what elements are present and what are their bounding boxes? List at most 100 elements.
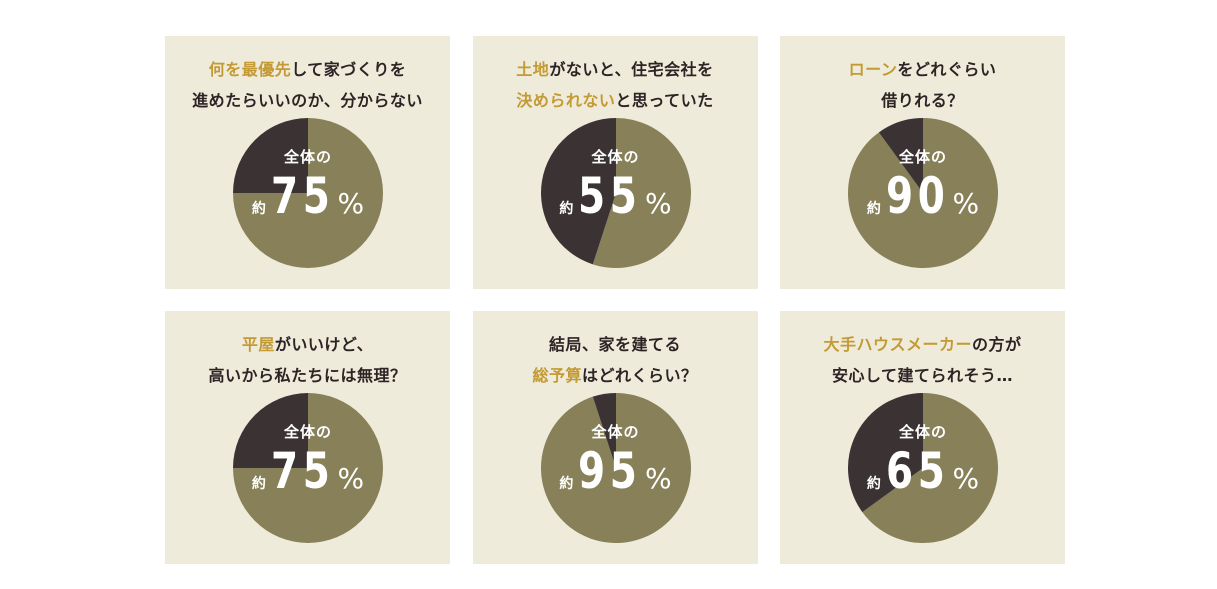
pie-label: 全体の約 75% <box>233 393 383 543</box>
pie-slice-other <box>233 118 308 193</box>
question-highlight: 総予算 <box>532 366 582 385</box>
survey-grid: 何を最優先して家づくりを 進めたらいいのか、分からない 全体の約 75% 土地がないと、… <box>165 36 1065 564</box>
label-value-row: 約 75% <box>233 441 383 501</box>
percent-sign: % <box>952 187 980 220</box>
percentage-value: 55 <box>578 167 643 225</box>
question-line: ローンをどれぐらい <box>780 54 1065 85</box>
question-line: 高いから私たちには無理？ <box>165 360 450 391</box>
pie-chart: 全体の約 75% <box>233 393 383 543</box>
question-highlight: 決められない <box>516 91 616 110</box>
percent-sign: % <box>952 462 980 495</box>
survey-question: 土地がないと、住宅会社を 決められないと思っていた <box>473 54 758 116</box>
survey-card: 平屋がいいけど、 高いから私たちには無理？ 全体の約 75% <box>165 311 450 564</box>
pie-slice-yes <box>862 393 998 543</box>
label-value-row: 約 55% <box>541 166 691 226</box>
percentage-value: 65 <box>885 442 950 500</box>
question-line: 土地がないと、住宅会社を <box>473 54 758 85</box>
label-prefix: 約 <box>251 201 266 217</box>
question-text: の方が <box>972 335 1022 354</box>
pie-chart: 全体の約 65% <box>848 393 998 543</box>
pie-slice-yes <box>592 118 691 268</box>
pie-chart: 全体の約 95% <box>540 393 691 543</box>
pie-chart: 全体の約 75% <box>233 118 383 268</box>
percentage-value: 75 <box>270 442 335 500</box>
question-line: 何を最優先して家づくりを <box>165 54 450 85</box>
label-value-row: 約 90% <box>848 166 998 226</box>
pie-svg <box>848 393 998 543</box>
survey-card: 結局、家を建てる 総予算はどれくらい？ 全体の約 95% <box>472 311 758 564</box>
pie-label: 全体の約 75% <box>233 118 383 268</box>
question-text: 高いから私たちには無理？ <box>208 366 407 385</box>
question-text: 安心して建てられそう… <box>831 366 1014 385</box>
question-line: 総予算はどれくらい？ <box>473 360 758 391</box>
pie-slice-other <box>848 393 923 513</box>
survey-card: 土地がないと、住宅会社を 決められないと思っていた 全体の約 55% <box>472 36 758 289</box>
label-prefix: 約 <box>866 201 881 217</box>
question-text: をどれぐらい <box>897 60 997 79</box>
label-value-row: 約 75% <box>233 166 383 226</box>
label-top-text: 全体の <box>283 148 332 166</box>
question-text: はどれくらい？ <box>582 366 698 385</box>
percentage-value: 95 <box>578 442 643 500</box>
question-text: 進めたらいいのか、分からない <box>192 91 423 110</box>
label-top-text: 全体の <box>898 423 947 441</box>
pie-slice-other <box>233 393 308 468</box>
question-line: 平屋がいいけど、 <box>165 329 450 360</box>
question-text: がないと、住宅会社を <box>549 60 714 79</box>
pie-svg <box>848 118 998 268</box>
question-highlight: ローン <box>848 60 898 79</box>
label-value-row: 約 65% <box>848 441 998 501</box>
label-top-text: 全体の <box>283 423 332 441</box>
percent-sign: % <box>337 462 365 495</box>
survey-question: 何を最優先して家づくりを進めたらいいのか、分からない <box>165 54 450 116</box>
question-text: 借りれる？ <box>881 91 964 110</box>
survey-question: 大手ハウスメーカーの方が安心して建てられそう… <box>780 329 1065 391</box>
label-prefix: 約 <box>559 201 574 217</box>
survey-question: ローンをどれぐらい借りれる？ <box>780 54 1065 116</box>
question-line: 結局、家を建てる <box>473 329 758 360</box>
pie-label: 全体の約 95% <box>541 393 691 543</box>
label-value-row: 約 95% <box>541 441 691 501</box>
question-highlight: 大手ハウスメーカー <box>823 335 972 354</box>
pie-svg <box>540 118 691 268</box>
label-prefix: 約 <box>251 476 266 492</box>
pie-svg <box>233 118 383 268</box>
pie-chart: 全体の約 55% <box>540 118 691 268</box>
survey-card: 何を最優先して家づくりを 進めたらいいのか、分からない 全体の約 75% <box>165 36 450 289</box>
percentage-value: 90 <box>885 167 950 225</box>
question-text: して家づくりを <box>291 60 407 79</box>
question-highlight: 土地 <box>516 60 550 79</box>
pie-chart: 全体の約 90% <box>848 118 998 268</box>
label-top-text: 全体の <box>898 148 947 166</box>
pie-label: 全体の約 65% <box>848 393 998 543</box>
pie-svg <box>540 393 691 543</box>
pie-label: 全体の約 55% <box>541 118 691 268</box>
label-top-text: 全体の <box>591 148 640 166</box>
pie-slice-other <box>540 118 616 265</box>
label-prefix: 約 <box>559 476 574 492</box>
question-line: 進めたらいいのか、分からない <box>165 85 450 116</box>
question-highlight: 何を最優先 <box>208 60 292 79</box>
survey-question: 結局、家を建てる総予算はどれくらい？ <box>473 329 758 391</box>
pie-slice-other <box>592 393 616 468</box>
label-prefix: 約 <box>866 476 881 492</box>
percent-sign: % <box>644 462 672 495</box>
question-text: と思っていた <box>615 91 714 110</box>
question-highlight: 平屋 <box>241 335 275 354</box>
percentage-value: 75 <box>270 167 335 225</box>
question-line: 決められないと思っていた <box>473 85 758 116</box>
question-line: 安心して建てられそう… <box>780 360 1065 391</box>
survey-card: ローンをどれぐらい 借りれる？ 全体の約 90% <box>780 36 1065 289</box>
survey-card: 大手ハウスメーカーの方が 安心して建てられそう… 全体の約 65% <box>780 311 1065 564</box>
label-top-text: 全体の <box>591 423 640 441</box>
pie-slice-other <box>878 118 923 193</box>
question-text: 結局、家を建てる <box>548 335 681 354</box>
question-text: がいいけど、 <box>274 335 374 354</box>
percent-sign: % <box>644 187 672 220</box>
pie-label: 全体の約 90% <box>848 118 998 268</box>
pie-svg <box>233 393 383 543</box>
percent-sign: % <box>337 187 365 220</box>
survey-question: 平屋がいいけど、高いから私たちには無理？ <box>165 329 450 391</box>
question-line: 大手ハウスメーカーの方が <box>780 329 1065 360</box>
question-line: 借りれる？ <box>780 85 1065 116</box>
